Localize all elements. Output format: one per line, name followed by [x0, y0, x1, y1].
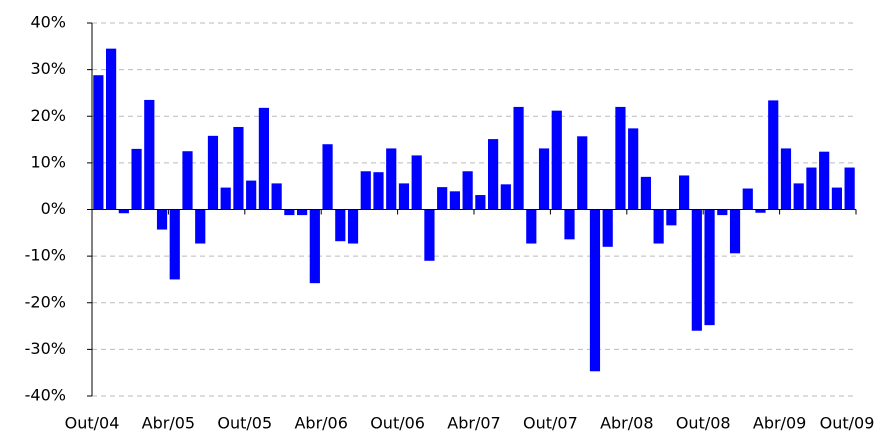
bar — [297, 209, 308, 216]
bar — [602, 209, 613, 247]
bar — [411, 155, 422, 210]
bar — [424, 209, 435, 261]
bar — [144, 99, 155, 210]
x-tick-label: Abr/09 — [753, 414, 806, 433]
bar — [513, 106, 524, 210]
bar — [169, 209, 180, 280]
bar — [615, 106, 626, 210]
bar — [118, 209, 129, 214]
bar — [755, 209, 766, 213]
bar — [538, 148, 550, 210]
x-tick-label: Abr/05 — [142, 414, 195, 433]
bar — [589, 209, 601, 372]
bar — [347, 209, 359, 244]
bar — [577, 136, 588, 210]
bar — [360, 171, 371, 210]
bar — [729, 209, 741, 254]
y-tick-label: -10% — [25, 246, 66, 265]
bar — [806, 167, 817, 210]
bar — [793, 183, 804, 210]
x-tick-label: Out/07 — [523, 414, 578, 433]
bar — [679, 175, 690, 210]
y-tick-label: 20% — [30, 106, 66, 125]
bar — [322, 144, 333, 210]
bar — [373, 172, 384, 210]
bar — [475, 195, 486, 210]
bar — [551, 110, 562, 210]
bar — [106, 48, 117, 210]
bar — [309, 209, 320, 284]
bar — [233, 126, 244, 210]
bar — [258, 107, 269, 210]
bar — [831, 187, 842, 210]
bar — [819, 151, 830, 210]
bar — [271, 183, 282, 210]
y-tick-label: -20% — [25, 292, 66, 311]
bar — [93, 75, 104, 210]
y-tick-label: -40% — [25, 386, 66, 405]
x-tick-label: Out/05 — [217, 414, 272, 433]
bar — [717, 209, 728, 216]
bar — [386, 148, 397, 210]
bar — [742, 188, 753, 210]
bar — [449, 191, 460, 210]
x-tick-label: Abr/06 — [294, 414, 347, 433]
y-tick-label: -30% — [25, 339, 66, 358]
bar — [462, 171, 473, 210]
bar — [220, 187, 231, 210]
x-tick-label: Out/08 — [676, 414, 731, 433]
bar — [207, 135, 219, 210]
y-tick-label: 0% — [41, 199, 66, 218]
bar — [182, 151, 193, 210]
bar — [156, 209, 168, 230]
x-tick-label: Out/09 — [820, 414, 875, 433]
bar — [195, 209, 206, 244]
bar — [691, 209, 702, 331]
bar — [564, 209, 575, 240]
bar — [131, 148, 142, 210]
bar — [500, 184, 511, 210]
y-tick-label: 10% — [30, 152, 66, 171]
bar — [640, 176, 651, 210]
bar — [488, 139, 499, 210]
bar — [335, 209, 346, 242]
x-tick-label: Out/06 — [370, 414, 425, 433]
bar — [780, 148, 792, 210]
bar — [246, 180, 257, 210]
bar — [844, 167, 855, 210]
bar — [768, 100, 779, 210]
bar — [704, 209, 715, 326]
x-tick-label: Out/04 — [65, 414, 120, 433]
bar — [653, 209, 664, 244]
y-tick-label: 30% — [30, 59, 66, 78]
bar — [398, 183, 410, 210]
bar — [628, 128, 639, 210]
bar — [526, 209, 537, 244]
x-tick-label: Abr/08 — [600, 414, 653, 433]
bar — [437, 187, 448, 210]
x-tick-label: Abr/07 — [447, 414, 500, 433]
bar — [666, 209, 677, 226]
bar — [284, 209, 295, 216]
y-tick-label: 40% — [30, 13, 66, 32]
